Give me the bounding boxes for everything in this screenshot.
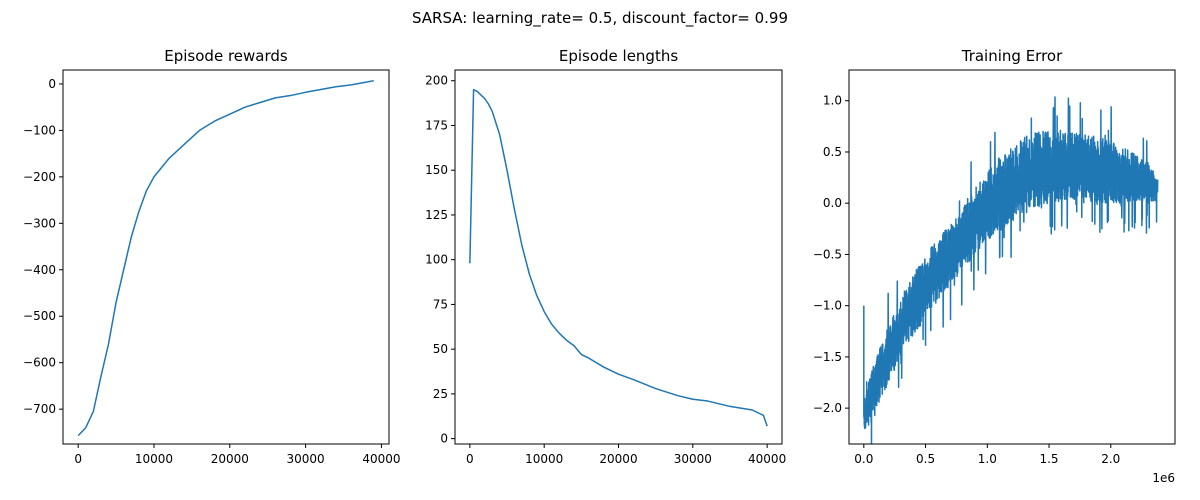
episode-rewards-y-tick-label: 0 [48, 77, 56, 91]
episode-lengths-y-tick-label: 50 [433, 342, 448, 356]
episode-lengths-y-tick-label: 25 [433, 387, 448, 401]
training-error-y-tick-label: −1.0 [813, 299, 842, 313]
episode-lengths-y-tick-label: 200 [425, 74, 448, 88]
training-error-x-tick-label: 1.5 [1039, 452, 1058, 466]
episode-lengths-x-tick-label: 40000 [748, 452, 786, 466]
episode-lengths-y-tick-label: 75 [433, 297, 448, 311]
training-error-y-tick-label: −1.5 [813, 350, 842, 364]
training-error-y-tick-label: −0.5 [813, 247, 842, 261]
episode-rewards-y-tick-label: −700 [23, 402, 56, 416]
episode-rewards-x-tick-label: 0 [74, 452, 82, 466]
training-error-title: Training Error [961, 47, 1063, 65]
training-error-y-tick-label: 0.0 [823, 196, 842, 210]
episode-lengths-y-tick-label: 125 [425, 208, 448, 222]
episode-rewards-x-tick-label: 30000 [287, 452, 325, 466]
episode-rewards-title: Episode rewards [164, 47, 288, 65]
panel-episode-rewards: Episode rewards 0 10000 20000 30000 40000 −700… [23, 47, 400, 466]
episode-lengths-y-tick-label: 100 [425, 253, 448, 267]
figure-suptitle: SARSA: learning_rate= 0.5, discount_fact… [412, 9, 788, 28]
episode-rewards-y-tick-label: −200 [23, 170, 56, 184]
training-error-axes-frame [848, 69, 1176, 445]
training-error-x-offset-label: 1e6 [1152, 471, 1175, 485]
episode-rewards-x-tick-label: 40000 [362, 452, 400, 466]
episode-lengths-x-tick-label: 20000 [599, 452, 637, 466]
episode-rewards-x-tick-label: 20000 [211, 452, 249, 466]
episode-rewards-y-tick-label: −600 [23, 356, 56, 370]
training-error-x-tick-label: 0.5 [916, 452, 935, 466]
episode-lengths-x-tick-label: 10000 [525, 452, 563, 466]
episode-rewards-x-tick-label: 10000 [135, 452, 173, 466]
episode-lengths-y-tick-label: 0 [440, 432, 448, 446]
training-error-x-tick-label: 0.0 [854, 452, 873, 466]
episode-lengths-title: Episode lengths [559, 47, 678, 65]
episode-rewards-y-tick-label: −400 [23, 263, 56, 277]
panel-episode-lengths: Episode lengths 0 10000 20000 30000 40000 0 25 5… [425, 47, 786, 466]
episode-rewards-series-line [77, 79, 374, 437]
episode-lengths-series-line [469, 88, 768, 427]
episode-lengths-y-tick-label: 175 [425, 118, 448, 132]
episode-rewards-y-tick-label: −100 [23, 123, 56, 137]
episode-rewards-y-tick-label: −500 [23, 309, 56, 323]
training-error-series-line [863, 96, 1159, 444]
training-error-y-tick-label: 0.5 [823, 145, 842, 159]
training-error-x-tick-label: 2.0 [1101, 452, 1120, 466]
episode-rewards-axes-frame [62, 69, 390, 445]
episode-lengths-x-tick-label: 30000 [674, 452, 712, 466]
episode-rewards-y-tick-label: −300 [23, 216, 56, 230]
training-error-y-tick-label: −2.0 [813, 401, 842, 415]
training-error-x-tick-label: 1.0 [978, 452, 997, 466]
episode-lengths-x-tick-label: 0 [466, 452, 474, 466]
panel-training-error: Training Error 0.0 0.5 1.0 1.5 2.0 −2.0 −1.5 −1.… [813, 47, 1176, 485]
episode-lengths-axes-frame [454, 69, 783, 445]
episode-lengths-y-tick-label: 150 [425, 163, 448, 177]
training-error-y-tick-label: 1.0 [823, 94, 842, 108]
